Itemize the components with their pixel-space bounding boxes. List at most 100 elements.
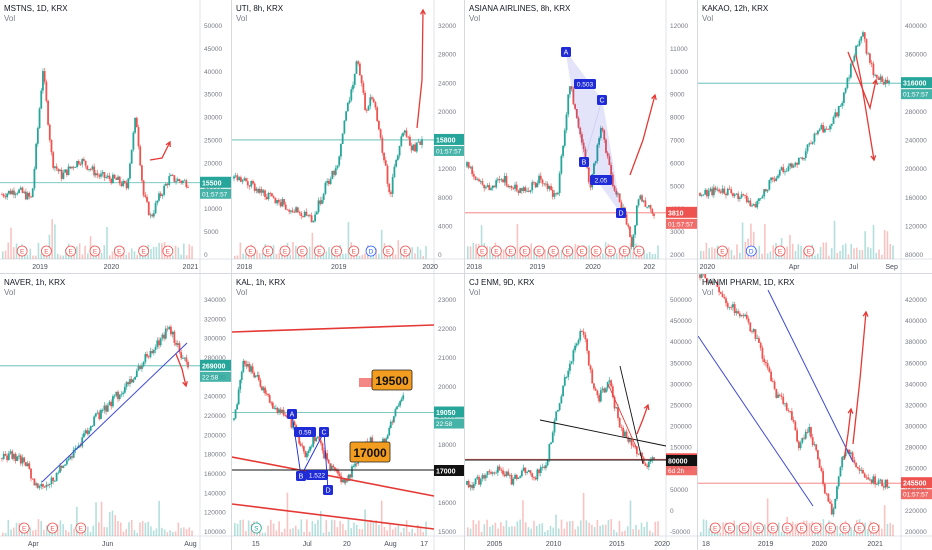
candle-body [712,281,715,283]
marker-letter: E [778,248,783,255]
candle-body [71,456,73,458]
candle-body [391,421,394,423]
volume-bar [654,253,657,259]
volume-bar [319,510,322,536]
forecast-arrow-head [182,381,188,388]
candle-body [306,453,308,458]
candle-body [808,143,811,145]
candle-body [813,133,816,142]
candle-body [127,382,130,385]
candle-body [347,474,350,482]
x-tick-label: Apr [789,264,801,271]
candle-body [862,469,864,474]
volume-bar [242,519,244,536]
earnings-marker: E [279,245,291,257]
volume-bar [119,522,122,536]
earnings-marker: E [262,245,274,257]
candle-body [801,157,804,160]
candle-body [856,45,859,47]
chart-panel-naver[interactable]: 3400003200003000002800002600002400002200… [0,274,231,550]
volume-bar [508,526,510,536]
candle-body [771,177,774,180]
volume-bar [632,252,635,259]
chart-panel-kal[interactable]: 2300022000210002000019000180001700016000… [232,274,464,550]
candle-body [641,195,643,202]
chart-panel-uti[interactable]: 3200028000240002000016000120008000400002… [232,0,464,273]
candle-body [355,463,358,465]
candle-body [64,464,67,466]
volume-bar [128,522,130,536]
candle-body [355,61,358,74]
volume-bar [844,243,847,259]
x-tick-label: 2010 [546,541,562,548]
volume-bar [478,520,480,536]
volume-bar [588,522,590,536]
countdown-tag [434,145,464,156]
chart-panel-hanmi[interactable]: 420000 400000 380000 360000 340000 320000 3000… [698,274,932,550]
volume-bar [719,532,722,536]
candle-body [248,185,251,187]
candle-body [402,132,404,137]
countdown-label: 6d 2h [668,468,685,475]
x-tick-label: 18 [702,541,710,548]
candle-body [478,179,480,182]
y-tick-label: 160000 [204,471,226,478]
chart-panel-kakao[interactable]: 4000003600003200002800002400002000001600… [698,0,932,273]
volume-bar [322,532,325,536]
candle-body [183,180,186,182]
candle-body [31,478,34,480]
candle-body [725,193,727,196]
x-tick-label: 2018 [466,264,482,271]
candle-body [794,421,797,431]
volume-bar [502,526,505,536]
candle-body [305,211,308,216]
candle-body [837,476,840,487]
earnings-marker: E [839,522,851,534]
volume-bar [853,529,855,536]
y-tick-label: 400000 [905,318,927,325]
volume-bar [394,254,397,259]
earnings-marker: E [590,245,602,257]
y-tick-label: 340000 [204,297,226,304]
volume-bar [89,532,92,536]
marker-letter: E [551,248,556,255]
candle-body [490,472,492,474]
y-tick-label: -50000 [670,529,691,536]
chart-panel-mstns[interactable]: 5000045000400003500030000250002000015000… [0,0,231,273]
volume-bar [169,253,171,259]
candle-body [486,185,489,188]
candle-body [637,199,640,206]
candle-body [240,371,243,380]
candle-body [28,192,31,197]
marker-letter: E [283,248,288,255]
candle-body [519,188,522,193]
candle-body [622,207,625,209]
candle-body [505,175,508,186]
candle-body [782,167,785,173]
candle-body [839,106,842,107]
candle-body [307,214,310,216]
y-tick-label: 320000 [204,316,226,323]
volume-bar [133,530,136,536]
candle-body [86,430,89,434]
candle-body [312,221,315,223]
volume-bar [408,531,411,536]
marker-circle [382,245,394,257]
volume-bar [7,242,10,259]
volume-bar [624,530,626,536]
chart-panel-cjenm[interactable]: 500000 450000 400000 350000 300000 250000 2000… [465,274,697,550]
candle-body [773,179,776,181]
volume-bar [258,531,261,536]
candle-body [575,108,578,119]
volume-bar [51,219,53,259]
y-tick-label: 300000 [670,381,692,388]
candle-body [259,380,262,387]
chart-panel-asiana[interactable]: 1200011000100009000800070006000500040003… [465,0,697,273]
candle-body [283,199,285,205]
volume-bar [32,255,34,259]
candle-body [264,190,266,197]
volume-bar [411,247,413,259]
candle-body [481,475,484,480]
y-tick-label: 180000 [204,452,226,459]
volume-bar [648,530,651,536]
